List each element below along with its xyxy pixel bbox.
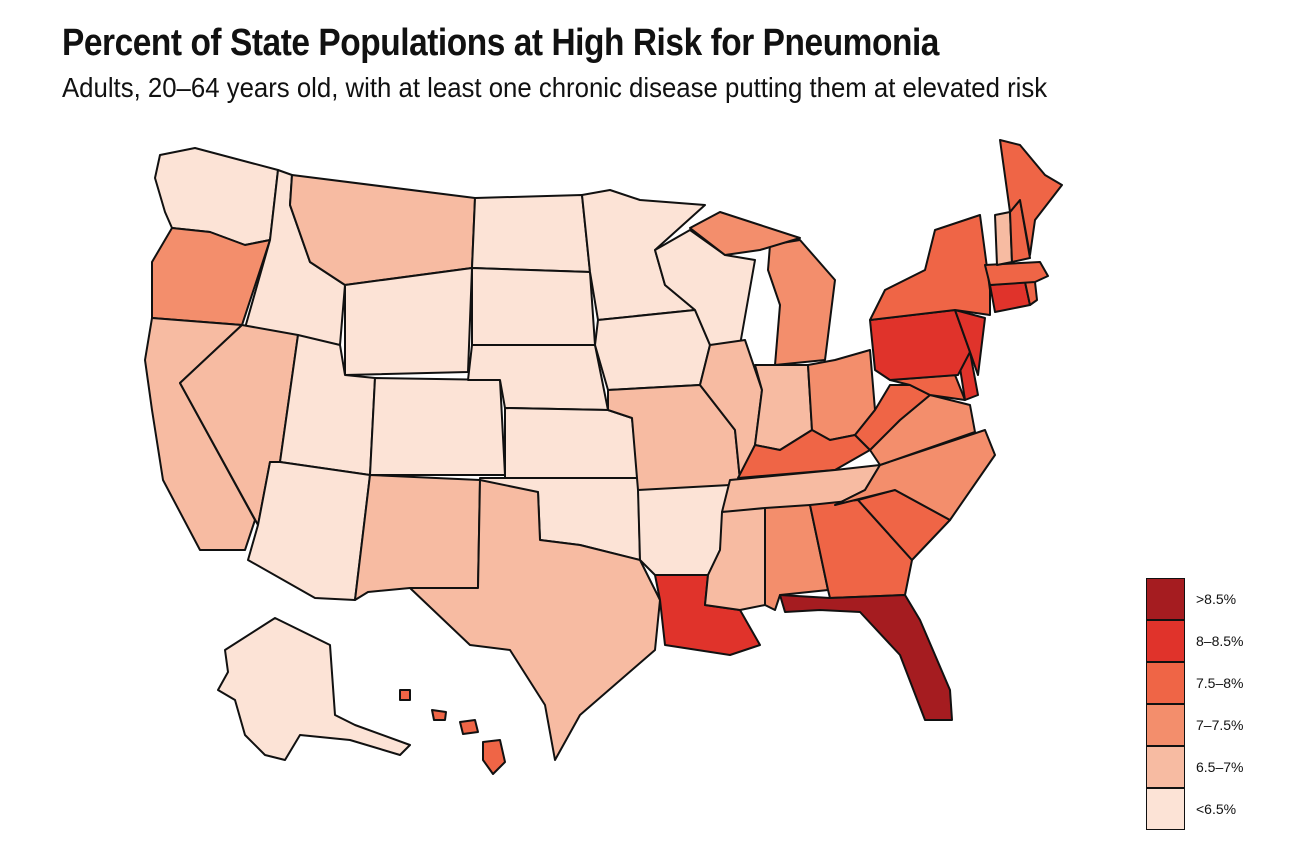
legend-label: <6.5% — [1196, 801, 1237, 817]
state-MI — [767, 239, 836, 366]
state-KS — [504, 407, 639, 479]
state-HI-kauai — [399, 689, 411, 701]
state-FL — [779, 594, 953, 721]
legend-label: 6.5–7% — [1196, 759, 1244, 775]
state-MI-upper — [689, 211, 801, 256]
state-CO — [369, 377, 506, 476]
legend-swatch — [1146, 578, 1185, 620]
state-OR — [151, 227, 271, 326]
legend-item: 8–8.5% — [1146, 620, 1296, 662]
state-HI-oahu — [431, 709, 447, 721]
legend-swatch — [1146, 620, 1185, 662]
legend-label: 7–7.5% — [1196, 717, 1244, 733]
state-MA — [984, 261, 1049, 286]
legend-item: 6.5–7% — [1146, 746, 1296, 788]
legend-swatch — [1146, 788, 1185, 830]
state-ND — [471, 194, 591, 273]
state-HI-big — [482, 739, 506, 775]
state-NC — [834, 429, 996, 521]
state-NM — [354, 474, 481, 601]
state-IA — [594, 309, 711, 391]
legend-item: >8.5% — [1146, 578, 1296, 620]
legend-swatch — [1146, 704, 1185, 746]
state-AZ — [247, 461, 371, 601]
legend-item: 7–7.5% — [1146, 704, 1296, 746]
map-legend: >8.5% 8–8.5% 7.5–8% 7–7.5% 6.5–7% <6.5% — [1146, 578, 1296, 830]
legend-swatch — [1146, 746, 1185, 788]
state-NJ — [954, 309, 986, 376]
state-WY — [344, 267, 473, 376]
legend-label: >8.5% — [1196, 591, 1237, 607]
legend-swatch — [1146, 662, 1185, 704]
legend-label: 8–8.5% — [1196, 633, 1244, 649]
state-AK — [217, 617, 411, 761]
state-SD — [471, 267, 596, 346]
legend-item: <6.5% — [1146, 788, 1296, 830]
state-HI-maui — [459, 719, 479, 735]
state-PA — [869, 309, 971, 381]
state-TX — [409, 479, 661, 761]
map-subtitle: Adults, 20–64 years old, with at least o… — [62, 72, 1048, 103]
state-CT — [989, 281, 1031, 313]
map-title: Percent of State Populations at High Ris… — [62, 22, 939, 64]
state-NY — [869, 214, 991, 321]
legend-item: 7.5–8% — [1146, 662, 1296, 704]
state-ME — [999, 139, 1063, 256]
legend-label: 7.5–8% — [1196, 675, 1244, 691]
